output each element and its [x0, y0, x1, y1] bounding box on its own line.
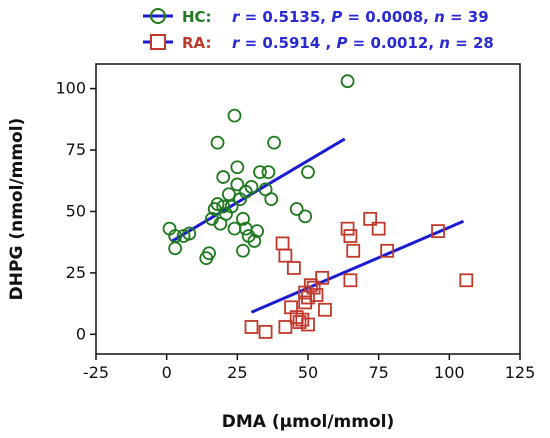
- legend-hc-label: HC:: [182, 8, 212, 26]
- ra-data-point: [346, 243, 361, 258]
- ra-data-point: [343, 273, 358, 288]
- x-tick-label: 75: [368, 363, 388, 382]
- ra-regression-line: [250, 219, 465, 314]
- hc-data-point: [230, 160, 245, 175]
- ra-data-point: [306, 280, 321, 295]
- x-axis-title: DMA (µmol/mmol): [222, 412, 395, 432]
- ra-data-point: [278, 248, 293, 263]
- ra-data-point: [371, 221, 386, 236]
- ra-data-point: [363, 211, 378, 226]
- hc-data-point: [168, 241, 183, 256]
- hc-regression-line: [171, 137, 346, 243]
- x-tick-label: 100: [434, 363, 465, 382]
- ra-data-point: [318, 302, 332, 317]
- hc-data-point: [247, 234, 262, 248]
- x-tick-label: 25: [227, 363, 247, 382]
- ra-data-point: [244, 320, 259, 334]
- ra-data-point: [298, 295, 313, 310]
- data-markers: [162, 74, 474, 339]
- y-tick-label: 100: [55, 79, 86, 98]
- hc-data-point: [264, 192, 279, 207]
- hc-data-point: [168, 229, 183, 243]
- ra-data-point: [343, 229, 358, 243]
- y-tick-label: 25: [66, 263, 86, 282]
- ra-data-point: [301, 317, 315, 332]
- ra-data-point: [380, 243, 395, 258]
- hc-data-point: [244, 179, 259, 194]
- hc-data-point: [210, 135, 225, 150]
- y-axis-title: DHPG (nmol/mmol): [7, 118, 27, 301]
- legend-ra-label: RA:: [182, 34, 211, 52]
- hc-data-point: [261, 165, 276, 180]
- ra-data-point: [278, 320, 293, 334]
- y-tick-label: 0: [76, 324, 86, 343]
- fit-lines: [171, 137, 465, 314]
- plot-frame: [95, 63, 521, 355]
- hc-data-point: [202, 246, 216, 261]
- y-tick-label: 50: [66, 201, 86, 220]
- ra-data-point: [258, 324, 273, 339]
- hc-data-point: [224, 199, 239, 214]
- y-tick-label: 75: [66, 140, 86, 159]
- hc-data-point: [267, 135, 281, 150]
- y-axis: 0 25 50 75 100: [55, 79, 96, 343]
- hc-data-point: [227, 221, 242, 236]
- legend-ra: RA: r = 0.5914 , P = 0.0012, n = 28: [143, 34, 494, 52]
- legend-hc-marker: [150, 8, 166, 24]
- hc-data-point: [236, 211, 250, 226]
- hc-data-point: [298, 209, 313, 224]
- ra-data-point: [315, 270, 330, 285]
- ra-data-point: [286, 261, 301, 275]
- legend-ra-marker: [150, 34, 166, 50]
- legend-hc: HC: r = 0.5135, P = 0.0008, n = 39: [143, 8, 489, 26]
- hc-data-point: [289, 202, 304, 216]
- ra-data-point: [340, 221, 355, 236]
- hc-data-point: [227, 108, 242, 123]
- x-tick-label: 0: [162, 363, 172, 382]
- hc-data-point: [182, 226, 197, 241]
- legend-ra-stats: r = 0.5914 , P = 0.0012, n = 28: [232, 34, 494, 52]
- ra-data-point: [275, 236, 290, 251]
- x-tick-label: -25: [83, 363, 109, 382]
- x-axis: -25 0 25 50 75 100 125: [83, 354, 535, 382]
- hc-data-point: [216, 170, 231, 184]
- x-tick-label: 125: [505, 363, 536, 382]
- hc-data-point: [221, 187, 236, 202]
- legend-hc-stats: r = 0.5135, P = 0.0008, n = 39: [232, 8, 489, 26]
- ra-data-point: [459, 273, 474, 288]
- hc-data-point: [230, 177, 245, 192]
- hc-data-point: [340, 74, 355, 89]
- x-tick-label: 50: [298, 363, 318, 382]
- ra-data-point: [309, 288, 324, 302]
- hc-data-point: [250, 224, 265, 239]
- ra-data-point: [431, 224, 445, 239]
- hc-data-point: [253, 165, 267, 180]
- hc-data-point: [216, 199, 231, 214]
- hc-data-point: [301, 165, 315, 180]
- hc-data-point: [236, 243, 250, 258]
- ra-data-point: [292, 315, 307, 329]
